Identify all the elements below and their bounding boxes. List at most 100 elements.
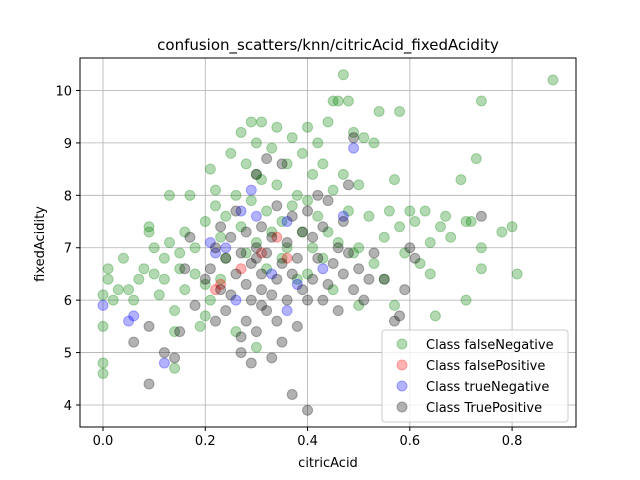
data-point xyxy=(281,252,293,264)
data-point xyxy=(189,299,201,311)
data-point xyxy=(240,247,252,259)
data-point xyxy=(143,378,155,390)
data-point xyxy=(250,168,262,180)
data-point xyxy=(174,326,186,338)
plot-area-frame xyxy=(79,57,577,428)
data-point xyxy=(353,242,365,254)
data-point xyxy=(445,231,457,243)
legend-label-false-negative: Class falseNegative xyxy=(426,338,554,353)
data-point xyxy=(440,210,452,222)
data-point xyxy=(204,237,216,248)
data-point xyxy=(302,294,314,306)
data-point xyxy=(250,237,262,248)
data-point xyxy=(348,142,360,154)
data-point xyxy=(102,273,114,285)
data-point xyxy=(286,268,298,280)
data-point xyxy=(261,305,273,317)
data-point xyxy=(245,116,257,128)
legend-marker-true-positive xyxy=(396,401,408,413)
data-point xyxy=(312,137,324,149)
data-point xyxy=(322,226,334,238)
data-point xyxy=(327,284,339,296)
data-point xyxy=(378,231,390,243)
legend-marker-true-negative xyxy=(396,380,408,392)
data-point xyxy=(291,189,303,201)
data-point xyxy=(302,404,314,416)
data-point xyxy=(353,263,365,275)
data-point xyxy=(475,263,487,275)
data-point xyxy=(399,284,411,296)
data-point xyxy=(230,326,242,338)
data-point xyxy=(271,315,283,327)
data-point xyxy=(465,216,477,228)
data-point xyxy=(235,247,247,259)
data-point xyxy=(128,310,140,322)
y-tick-label: 9 xyxy=(64,137,72,152)
grid xyxy=(80,58,576,427)
data-point xyxy=(225,289,237,301)
data-point xyxy=(240,158,252,170)
data-point xyxy=(184,189,196,201)
legend-label-true-negative: Class trueNegative xyxy=(426,380,549,395)
data-point xyxy=(291,252,303,264)
data-point xyxy=(240,315,252,327)
data-point xyxy=(250,137,262,149)
data-point xyxy=(296,226,308,238)
data-point xyxy=(143,221,155,233)
data-point xyxy=(296,284,308,296)
data-point xyxy=(368,137,380,149)
data-point xyxy=(215,221,227,233)
data-point xyxy=(143,226,155,238)
data-point xyxy=(317,221,329,233)
data-point xyxy=(112,284,124,296)
data-point xyxy=(163,189,175,201)
data-point xyxy=(250,168,262,180)
data-point xyxy=(230,294,242,306)
data-point xyxy=(97,320,109,332)
data-point xyxy=(158,357,170,369)
data-point xyxy=(332,305,344,317)
data-point xyxy=(97,357,109,369)
data-point xyxy=(404,205,416,217)
data-point xyxy=(199,273,211,285)
data-point xyxy=(179,263,191,275)
data-point xyxy=(250,210,262,222)
data-point xyxy=(163,237,175,248)
data-point xyxy=(276,252,288,264)
data-point xyxy=(353,299,365,311)
data-point xyxy=(189,242,201,254)
data-point xyxy=(174,247,186,259)
data-point xyxy=(128,336,140,348)
data-point xyxy=(368,247,380,259)
data-point xyxy=(307,273,319,285)
data-point xyxy=(102,263,114,275)
data-point xyxy=(286,200,298,212)
data-point xyxy=(302,121,314,133)
y-tick-label: 10 xyxy=(55,84,72,99)
data-point xyxy=(348,284,360,296)
data-point xyxy=(256,299,268,311)
data-point xyxy=(245,257,257,269)
y-tick-label: 8 xyxy=(64,189,72,204)
y-tick-label: 7 xyxy=(64,242,72,257)
data-point xyxy=(291,278,303,290)
data-point xyxy=(342,179,354,191)
data-point xyxy=(460,294,472,306)
data-point xyxy=(399,247,411,259)
data-point xyxy=(97,299,109,311)
legend-marker-false-positive xyxy=(396,359,408,371)
data-point xyxy=(271,273,283,285)
data-point xyxy=(291,273,303,285)
data-point xyxy=(235,205,247,217)
data-point xyxy=(250,252,262,264)
data-point xyxy=(117,252,129,264)
data-point xyxy=(332,95,344,107)
data-point xyxy=(337,69,349,81)
legend-label-false-positive: Class falsePositive xyxy=(426,359,545,374)
data-point xyxy=(97,368,109,380)
data-point xyxy=(312,252,324,264)
x-tick-label: 0.4 xyxy=(297,434,318,449)
data-point xyxy=(179,284,191,296)
data-point xyxy=(235,126,247,138)
data-point xyxy=(429,310,441,322)
